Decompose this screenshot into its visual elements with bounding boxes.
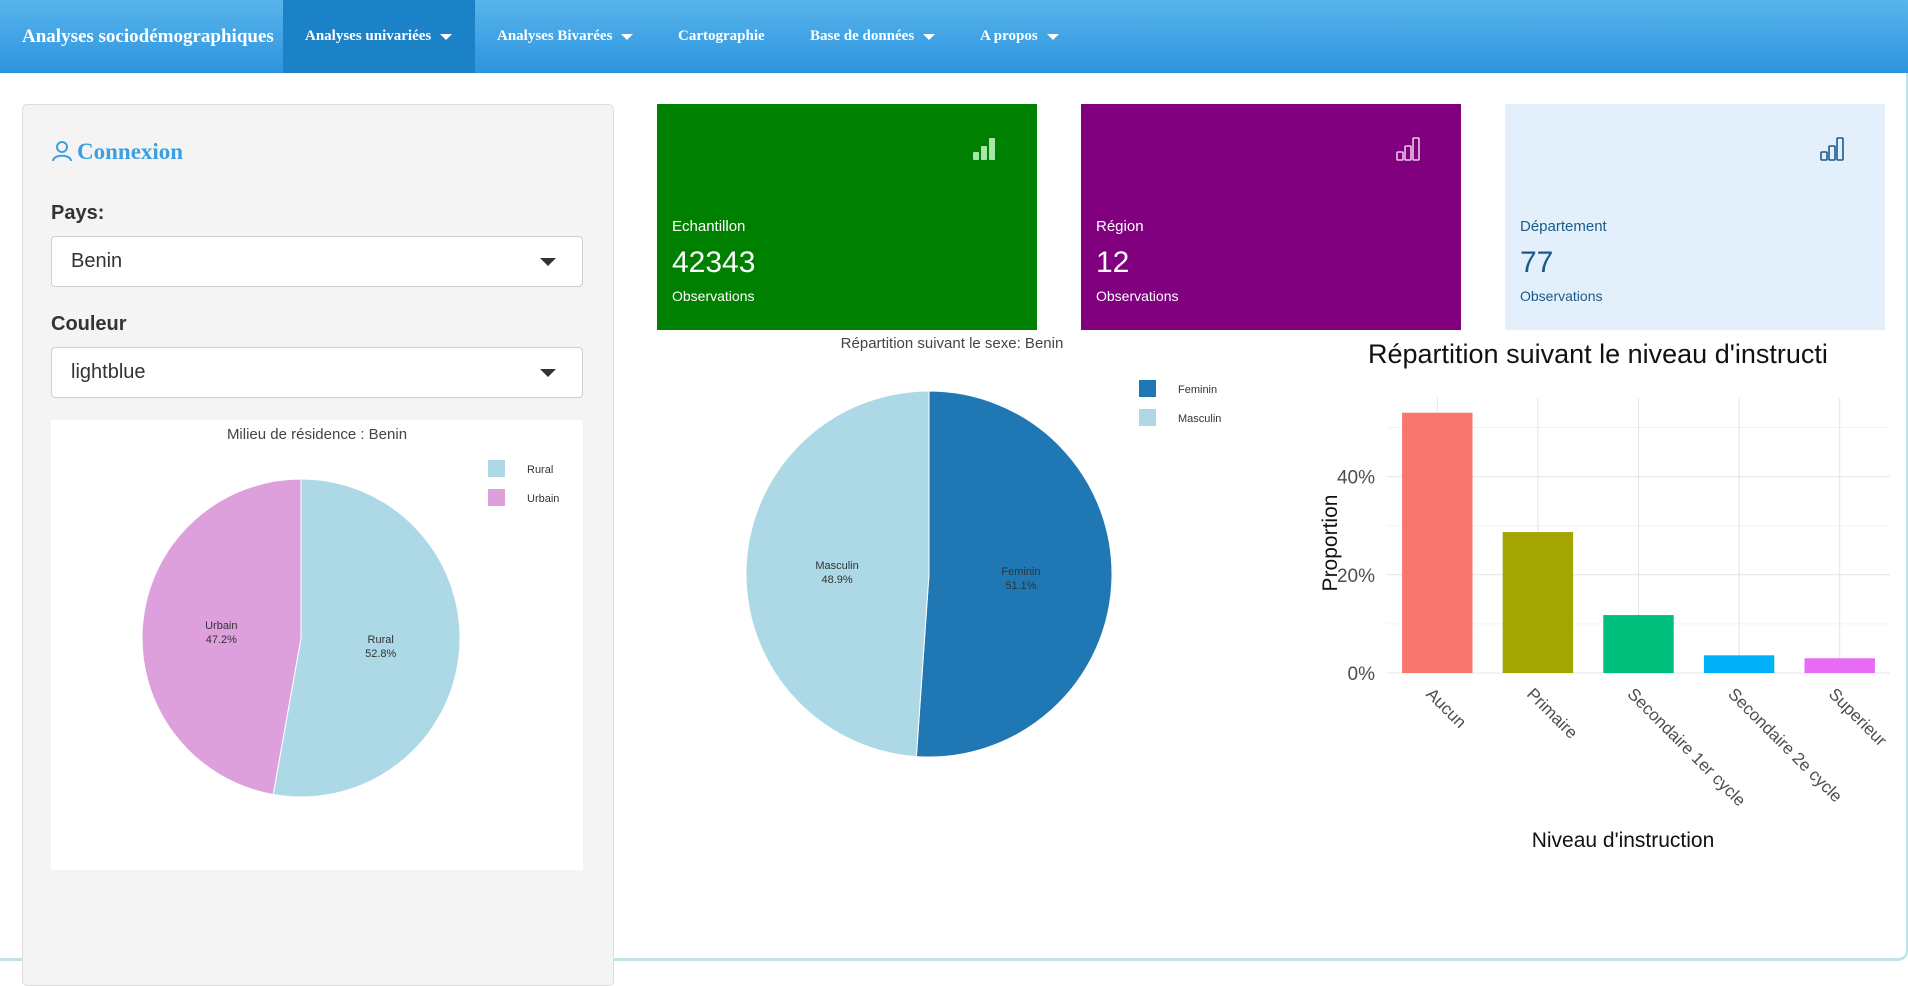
bar-0 bbox=[1402, 412, 1473, 673]
nav-label: Analyses univariées bbox=[305, 28, 432, 44]
slice-label: Urbain bbox=[205, 620, 237, 632]
sidebar-title-text: Connexion bbox=[77, 139, 184, 164]
chevron-down-icon bbox=[540, 258, 556, 266]
slice-percent: 51.1% bbox=[1005, 580, 1036, 592]
pays-select-value: Benin bbox=[71, 250, 123, 272]
value-box-subtitle: Observations bbox=[1520, 288, 1603, 304]
x-tick-label: Secondaire 2e cycle bbox=[1724, 684, 1846, 806]
signal-bars-icon bbox=[1820, 137, 1844, 161]
bar-1 bbox=[1502, 532, 1574, 673]
x-tick-label: Aucun bbox=[1422, 684, 1470, 732]
caret-down-icon bbox=[1046, 33, 1059, 40]
signal-bars-icon bbox=[973, 138, 995, 160]
legend-swatch-masculin bbox=[1139, 409, 1156, 426]
instruction-bar-svg: Répartition suivant le niveau d'instruct… bbox=[1319, 339, 1891, 852]
content-frame bbox=[0, 73, 1908, 961]
slice-percent: 47.2% bbox=[206, 634, 237, 646]
pie-slice-feminin bbox=[915, 390, 1113, 758]
y-tick-label: 20% bbox=[1337, 566, 1375, 587]
pie-slice-masculin bbox=[745, 390, 930, 758]
signal-bar bbox=[1836, 137, 1844, 161]
app-brand[interactable]: Analyses sociodémographiques bbox=[22, 26, 274, 47]
legend-label: Rural bbox=[527, 464, 553, 476]
signal-bar bbox=[1404, 145, 1412, 161]
signal-bar bbox=[989, 138, 995, 160]
nav-label: A propos bbox=[980, 28, 1038, 44]
signal-bar bbox=[973, 152, 979, 160]
x-axis-label: Niveau d'instruction bbox=[1532, 829, 1715, 852]
legend-swatch-feminin bbox=[1139, 380, 1156, 397]
nav-cartographie[interactable]: Cartographie bbox=[656, 0, 786, 73]
value-box-value: 42343 bbox=[672, 246, 756, 279]
value-box-departement: Département 77 Observations bbox=[1505, 104, 1885, 330]
nav-a-propos[interactable]: A propos bbox=[958, 0, 1098, 73]
nav-base-de-donnees[interactable]: Base de données bbox=[788, 0, 968, 73]
value-box-value: 12 bbox=[1096, 246, 1130, 279]
chevron-down-icon bbox=[540, 369, 556, 377]
value-box-value: 77 bbox=[1520, 246, 1554, 279]
chart-title: Milieu de résidence : Benin bbox=[227, 426, 407, 443]
sexe-pie-chart: Répartition suivant le sexe: Benin Femin… bbox=[657, 330, 1257, 800]
signal-bar bbox=[1820, 151, 1828, 161]
pays-label: Pays: bbox=[51, 202, 105, 224]
slice-label: Rural bbox=[368, 634, 394, 646]
signal-bars-icon bbox=[1396, 137, 1420, 161]
couleur-select-value: lightblue bbox=[71, 361, 146, 383]
signal-bar bbox=[981, 146, 987, 160]
y-axis-label: Proportion bbox=[1319, 495, 1342, 592]
x-tick-label: Primaire bbox=[1523, 684, 1581, 742]
top-navbar: Analyses sociodémographiques Analyses un… bbox=[0, 0, 1908, 73]
legend-label: Urbain bbox=[527, 493, 559, 505]
bar-2 bbox=[1603, 615, 1674, 673]
residence-pie-svg: Milieu de résidence : Benin Rural 52.8% Ur… bbox=[141, 426, 559, 798]
chart-title: Répartition suivant le sexe: Benin bbox=[841, 335, 1064, 352]
bar-4 bbox=[1804, 658, 1875, 673]
value-box-label: Département bbox=[1520, 218, 1607, 235]
chart-title: Répartition suivant le niveau d'instruct… bbox=[1368, 339, 1828, 369]
user-icon bbox=[52, 141, 72, 162]
y-tick-label: 0% bbox=[1348, 664, 1376, 685]
sexe-pie-svg: Répartition suivant le sexe: Benin Femin… bbox=[745, 335, 1221, 758]
residence-pie-chart: Milieu de résidence : Benin Rural 52.8% Ur… bbox=[51, 420, 583, 870]
pays-select[interactable]: Benin bbox=[51, 236, 583, 287]
caret-down-icon bbox=[621, 33, 634, 40]
value-box-subtitle: Observations bbox=[1096, 288, 1179, 304]
slice-label: Masculin bbox=[815, 560, 858, 572]
bar-3 bbox=[1703, 655, 1775, 673]
slice-percent: 48.9% bbox=[821, 574, 852, 586]
x-tick-label: Superieur bbox=[1825, 684, 1891, 750]
y-tick-label: 40% bbox=[1337, 468, 1375, 489]
legend-label: Feminin bbox=[1178, 384, 1217, 396]
nav-label: Base de données bbox=[810, 28, 915, 44]
couleur-label: Couleur bbox=[51, 313, 127, 335]
slice-label: Feminin bbox=[1001, 566, 1040, 578]
value-box-subtitle: Observations bbox=[672, 288, 755, 304]
pie-slice-urbain bbox=[141, 478, 302, 796]
value-box-label: Echantillon bbox=[672, 218, 746, 235]
nav-label: Cartographie bbox=[678, 28, 765, 44]
caret-down-icon bbox=[923, 33, 936, 40]
signal-bar bbox=[1828, 145, 1836, 161]
value-box-echantillon: Echantillon 42343 Observations bbox=[657, 104, 1037, 330]
slice-percent: 52.8% bbox=[365, 648, 396, 660]
signal-bar bbox=[1412, 137, 1420, 161]
caret-down-icon bbox=[440, 33, 453, 40]
sidebar-title: Connexion bbox=[51, 139, 183, 165]
pie-slice-rural bbox=[272, 478, 461, 798]
signal-bar bbox=[1396, 151, 1404, 161]
value-box-region: Région 12 Observations bbox=[1081, 104, 1461, 330]
nav-analyses-univariees[interactable]: Analyses univariées bbox=[283, 0, 475, 73]
nav-analyses-bivarees[interactable]: Analyses Bivarées bbox=[475, 0, 671, 73]
nav-label: Analyses Bivarées bbox=[497, 28, 613, 44]
couleur-select[interactable]: lightblue bbox=[51, 347, 583, 398]
value-box-label: Région bbox=[1096, 218, 1144, 235]
legend-label: Masculin bbox=[1178, 413, 1221, 425]
legend-swatch-urbain bbox=[488, 489, 505, 506]
sidebar-panel: Connexion Pays: Benin Couleur lightblue … bbox=[22, 104, 614, 986]
legend-swatch-rural bbox=[488, 460, 505, 477]
instruction-bar-chart: Répartition suivant le niveau d'instruct… bbox=[1280, 330, 1900, 860]
